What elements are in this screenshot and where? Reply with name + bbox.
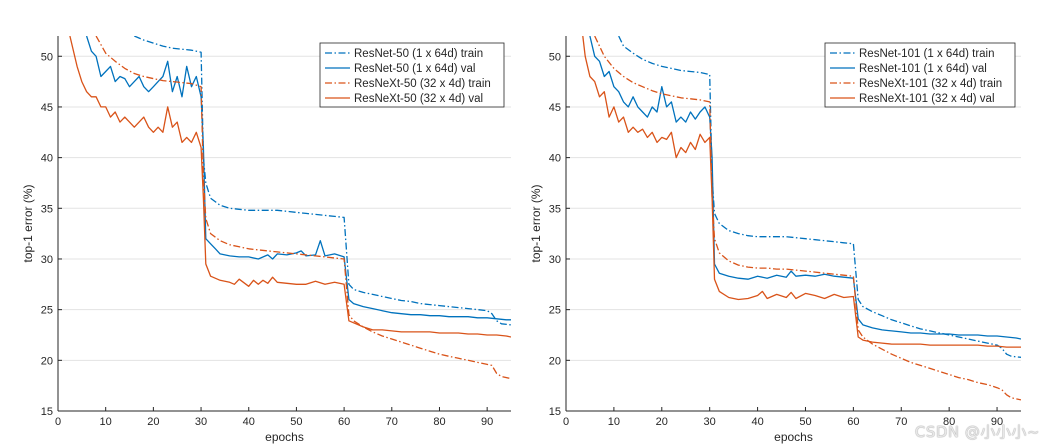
y-tick-label: 20 <box>41 355 53 367</box>
y-tick-label: 35 <box>41 203 53 215</box>
legend-label-2: ResNeXt-101 (32 x 4d) train <box>859 78 1002 90</box>
chart-resnet-50: 0 10 20 30 40 50 60 70 80 90 15 20 25 30 35 40 45 50 epoch… <box>21 36 511 444</box>
legend-box <box>319 42 505 108</box>
series-line-1 <box>85 36 511 321</box>
legend-label-0: ResNet-50 (1 x 64d) train <box>354 48 483 60</box>
x-tick-label: 0 <box>55 416 61 428</box>
x-tick-label: 30 <box>704 416 716 428</box>
y-tick-label: 20 <box>549 355 561 367</box>
x-tick-label: 10 <box>100 416 112 428</box>
series-line-2 <box>594 36 1021 401</box>
y-tick-label: 40 <box>549 153 561 165</box>
chart-resnet-101: 0 10 20 30 40 50 60 70 80 90 15 20 25 30 35 40 45 50 epoch… <box>529 36 1021 444</box>
x-tick-label: 20 <box>147 416 159 428</box>
y-tick-label: 15 <box>549 406 561 418</box>
series-line-1 <box>589 36 1021 340</box>
x-tick-label: 0 <box>563 416 569 428</box>
watermark-text: CSDN @小小小~ <box>914 423 1040 441</box>
series-line-0 <box>618 36 1021 358</box>
x-axis-title: epochs <box>774 430 813 444</box>
x-tick-label: 20 <box>656 416 668 428</box>
legend-label-1: ResNet-50 (1 x 64d) val <box>354 63 475 75</box>
x-tick-label: 70 <box>895 416 907 428</box>
legend: ResNet-50 (1 x 64d) train ResNet-50 (1 x … <box>319 42 505 108</box>
series-line-0 <box>134 36 511 326</box>
y-axis-title: top-1 error (%) <box>21 184 35 262</box>
x-tick-label: 90 <box>481 416 493 428</box>
y-tick-label: 40 <box>41 153 53 165</box>
series-group <box>69 36 511 380</box>
y-axis-title: top-1 error (%) <box>529 184 543 262</box>
x-tick-label: 50 <box>290 416 302 428</box>
x-tick-label: 60 <box>847 416 859 428</box>
series-group <box>582 36 1021 401</box>
x-tick-label: 90 <box>991 416 1003 428</box>
x-tick-label: 10 <box>608 416 620 428</box>
legend-label-1: ResNet-101 (1 x 64d) val <box>859 63 987 75</box>
x-tick-label: 60 <box>338 416 350 428</box>
y-tick-label: 30 <box>41 254 53 266</box>
y-tick-label: 50 <box>549 51 561 63</box>
y-tick-label: 45 <box>41 102 53 114</box>
legend-label-2: ResNeXt-50 (32 x 4d) train <box>354 78 491 90</box>
x-axis-title: epochs <box>265 430 304 444</box>
legend-label-3: ResNeXt-50 (32 x 4d) val <box>354 93 483 105</box>
y-tick-label: 15 <box>41 406 53 418</box>
y-tick-label: 50 <box>41 51 53 63</box>
x-tick-label: 80 <box>433 416 445 428</box>
series-line-2 <box>95 36 511 380</box>
y-tick-label: 25 <box>549 305 561 317</box>
x-tick-label: 70 <box>386 416 398 428</box>
x-tick-label: 30 <box>195 416 207 428</box>
y-tick-label: 25 <box>41 305 53 317</box>
y-tick-label: 45 <box>549 102 561 114</box>
x-tick-label: 40 <box>243 416 255 428</box>
legend-label-3: ResNeXt-101 (32 x 4d) val <box>859 93 995 105</box>
series-line-3 <box>69 36 511 338</box>
legend: ResNet-101 (1 x 64d) train ResNet-101 (1 … <box>824 42 1016 108</box>
y-tick-label: 30 <box>549 254 561 266</box>
x-tick-label: 40 <box>751 416 763 428</box>
y-tick-label: 35 <box>549 203 561 215</box>
legend-box <box>824 42 1016 108</box>
series-line-3 <box>582 36 1021 348</box>
x-tick-label: 80 <box>943 416 955 428</box>
legend-label-0: ResNet-101 (1 x 64d) train <box>859 48 995 60</box>
x-tick-label: 50 <box>799 416 811 428</box>
